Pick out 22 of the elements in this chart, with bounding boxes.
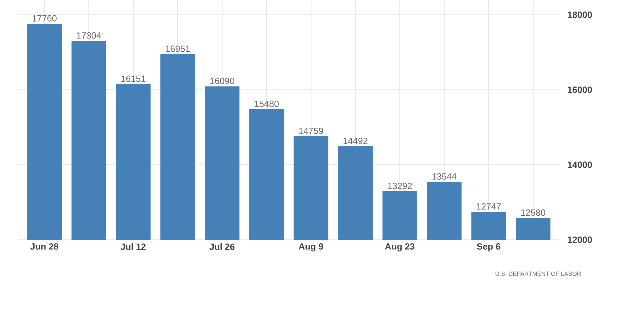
data-label: 12747 xyxy=(477,203,501,210)
data-label: 16151 xyxy=(122,76,146,82)
x-tick-label: Jun 28 xyxy=(30,244,59,250)
data-label: 16951 xyxy=(166,46,190,52)
data-label: 16090 xyxy=(210,78,235,84)
x-tick-label: Jul 26 xyxy=(210,244,235,250)
data-label: 14759 xyxy=(299,128,324,134)
data-label: 17304 xyxy=(77,32,102,39)
data-label: 13544 xyxy=(432,174,457,180)
x-tick-label: Aug 9 xyxy=(298,244,324,252)
y-tick-label: 14000 xyxy=(568,162,592,168)
data-label: 14492 xyxy=(344,138,368,144)
data-label: 17760 xyxy=(32,15,57,22)
data-label: 13292 xyxy=(388,182,412,190)
y-tick-label: 16000 xyxy=(568,86,592,94)
x-tick-label: Aug 23 xyxy=(385,244,415,252)
y-tick-label: 18000 xyxy=(568,12,592,18)
data-label: 15480 xyxy=(254,100,279,108)
x-tick-label: Sep 6 xyxy=(477,244,501,252)
data-label: 12580 xyxy=(522,210,546,216)
x-tick-label: Jul 12 xyxy=(120,244,146,250)
y-tick-label: 12000 xyxy=(568,236,592,244)
